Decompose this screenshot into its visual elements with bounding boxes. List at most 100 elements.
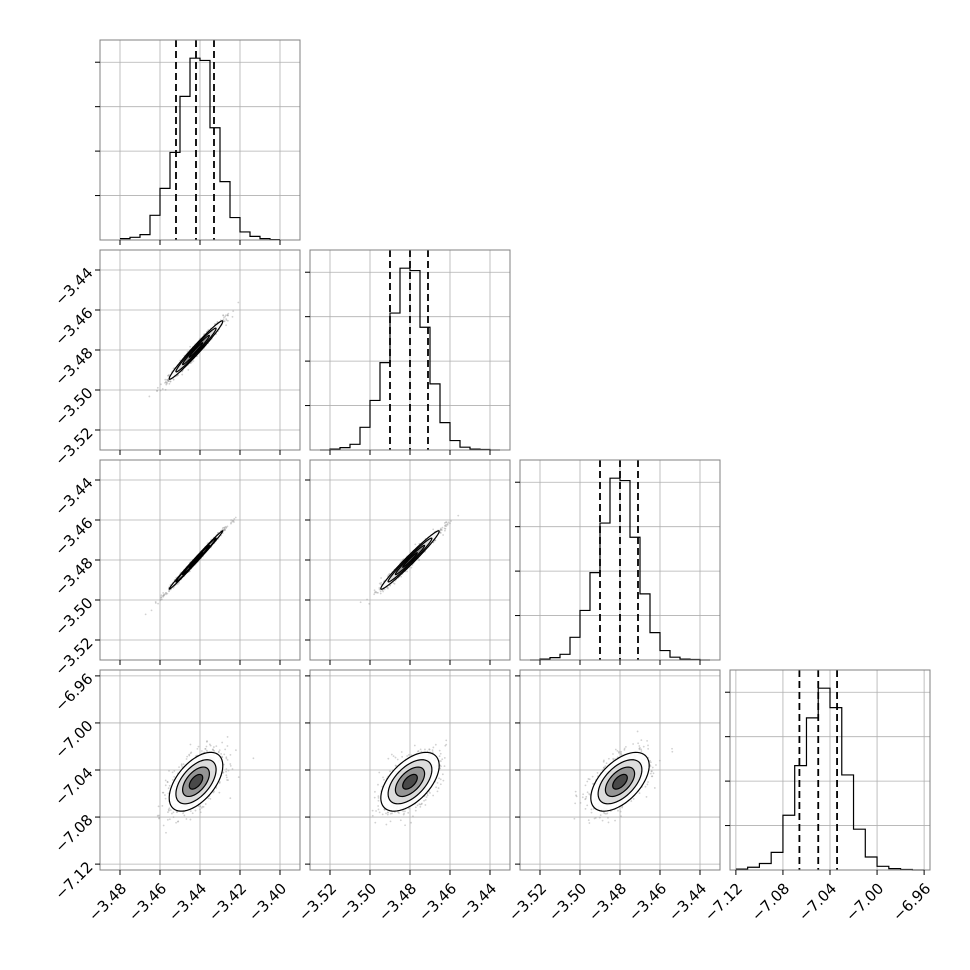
scatter-point xyxy=(378,811,381,814)
scatter-point xyxy=(171,771,174,774)
scatter-point xyxy=(223,529,226,532)
scatter-point xyxy=(388,572,391,575)
scatter-point xyxy=(377,805,380,807)
scatter-point xyxy=(443,765,446,768)
scatter-point xyxy=(222,318,225,321)
scatter-point xyxy=(225,768,228,770)
scatter-point xyxy=(407,811,410,814)
contour-level xyxy=(402,773,418,790)
scatter-point xyxy=(223,316,225,319)
scatter-point xyxy=(385,812,387,815)
histogram-step xyxy=(530,477,710,661)
scatter-point xyxy=(224,315,227,318)
scatter-point xyxy=(161,388,164,390)
scatter-point xyxy=(218,782,221,784)
scatter-point xyxy=(173,775,176,778)
scatter-point xyxy=(166,818,169,821)
scatter-point xyxy=(224,525,227,528)
scatter-point xyxy=(612,759,615,761)
scatter-point xyxy=(402,810,405,813)
scatter-point xyxy=(373,790,376,793)
scatter-point xyxy=(378,771,381,774)
scatter-point xyxy=(410,566,413,569)
scatter-point xyxy=(582,793,585,796)
scatter-point xyxy=(205,749,208,752)
scatter-point xyxy=(175,821,177,824)
scatter-point xyxy=(175,810,178,813)
scatter-point xyxy=(168,382,171,385)
scatter-point xyxy=(671,747,673,750)
scatter-layer xyxy=(359,514,460,605)
scatter-panel-2-3 xyxy=(515,669,721,875)
scatter-point xyxy=(432,746,435,749)
scatter-point xyxy=(164,779,167,782)
scatter-point xyxy=(377,799,380,802)
scatter-point xyxy=(154,602,157,604)
scatter-point xyxy=(445,739,448,742)
scatter-point xyxy=(226,759,229,761)
scatter-point xyxy=(168,590,170,593)
scatter-point xyxy=(165,382,168,385)
scatter-point xyxy=(638,745,641,747)
scatter-point xyxy=(217,750,220,753)
scatter-point xyxy=(440,528,443,531)
scatter-layer xyxy=(371,739,448,827)
scatter-point xyxy=(180,764,183,767)
scatter-point xyxy=(224,748,227,751)
scatter-point xyxy=(418,803,421,806)
scatter-point xyxy=(393,582,396,585)
scatter-point xyxy=(638,747,641,750)
scatter-point xyxy=(588,822,591,824)
scatter-point xyxy=(417,750,420,752)
scatter-point xyxy=(189,743,192,746)
scatter-point xyxy=(374,591,376,594)
scatter-point xyxy=(164,592,167,594)
scatter-panel-1-2 xyxy=(305,459,511,665)
scatter-point xyxy=(381,813,384,816)
scatter-point xyxy=(176,811,178,814)
scatter-point xyxy=(383,588,386,591)
scatter-point xyxy=(160,598,163,601)
scatter-point xyxy=(439,528,442,531)
scatter-point xyxy=(227,779,229,782)
scatter-point xyxy=(221,741,224,744)
scatter-point xyxy=(167,811,169,814)
scatter-point xyxy=(407,753,410,756)
scatter-point xyxy=(444,525,447,527)
scatter-point xyxy=(159,598,162,601)
scatter-point xyxy=(373,593,376,596)
scatter-panel-0-1 xyxy=(95,249,301,455)
scatter-point xyxy=(223,528,225,531)
scatter-point xyxy=(204,803,207,805)
scatter-point xyxy=(202,805,205,808)
scatter-point xyxy=(387,811,390,814)
scatter-point xyxy=(225,319,228,321)
scatter-point xyxy=(164,381,166,384)
scatter-point xyxy=(379,590,382,593)
scatter-point xyxy=(586,804,589,807)
scatter-point xyxy=(199,805,202,808)
scatter-point xyxy=(227,769,230,772)
scatter-point xyxy=(414,806,417,809)
scatter-point xyxy=(196,747,199,750)
scatter-point xyxy=(237,776,240,779)
scatter-point xyxy=(189,345,192,348)
scatter-point xyxy=(419,803,422,806)
scatter-point xyxy=(428,748,431,751)
scatter-point xyxy=(410,821,412,824)
scatter-point xyxy=(376,591,378,594)
scatter-point xyxy=(217,751,220,754)
scatter-point xyxy=(380,581,383,584)
scatter-point xyxy=(187,368,190,371)
scatter-point xyxy=(368,602,371,605)
scatter-point xyxy=(394,756,397,759)
scatter-point xyxy=(162,791,165,794)
scatter-point xyxy=(446,522,449,525)
scatter-point xyxy=(189,810,192,813)
scatter-point xyxy=(211,748,214,751)
scatter-point xyxy=(168,784,171,787)
scatter-point xyxy=(172,811,175,814)
contour-level xyxy=(188,342,204,358)
scatter-point xyxy=(158,814,160,817)
scatter-point xyxy=(639,747,641,749)
